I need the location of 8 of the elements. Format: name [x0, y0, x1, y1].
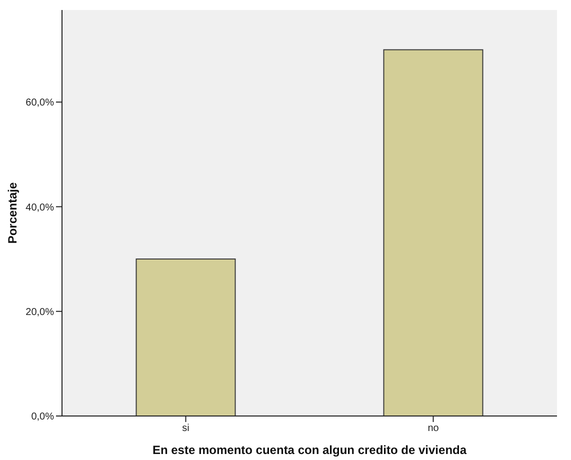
y-tick-label: 40,0% [26, 202, 54, 214]
y-tick-label: 60,0% [26, 98, 54, 109]
y-axis-title: Porcentaje [5, 182, 20, 244]
y-tick-label: 0,0% [31, 412, 54, 423]
y-tick-label: 20,0% [26, 306, 54, 318]
x-axis-title: En este momento cuenta con algun credito de vivienda [152, 443, 467, 457]
x-tick-label: no [428, 423, 440, 434]
x-tick-label: si [182, 423, 190, 434]
